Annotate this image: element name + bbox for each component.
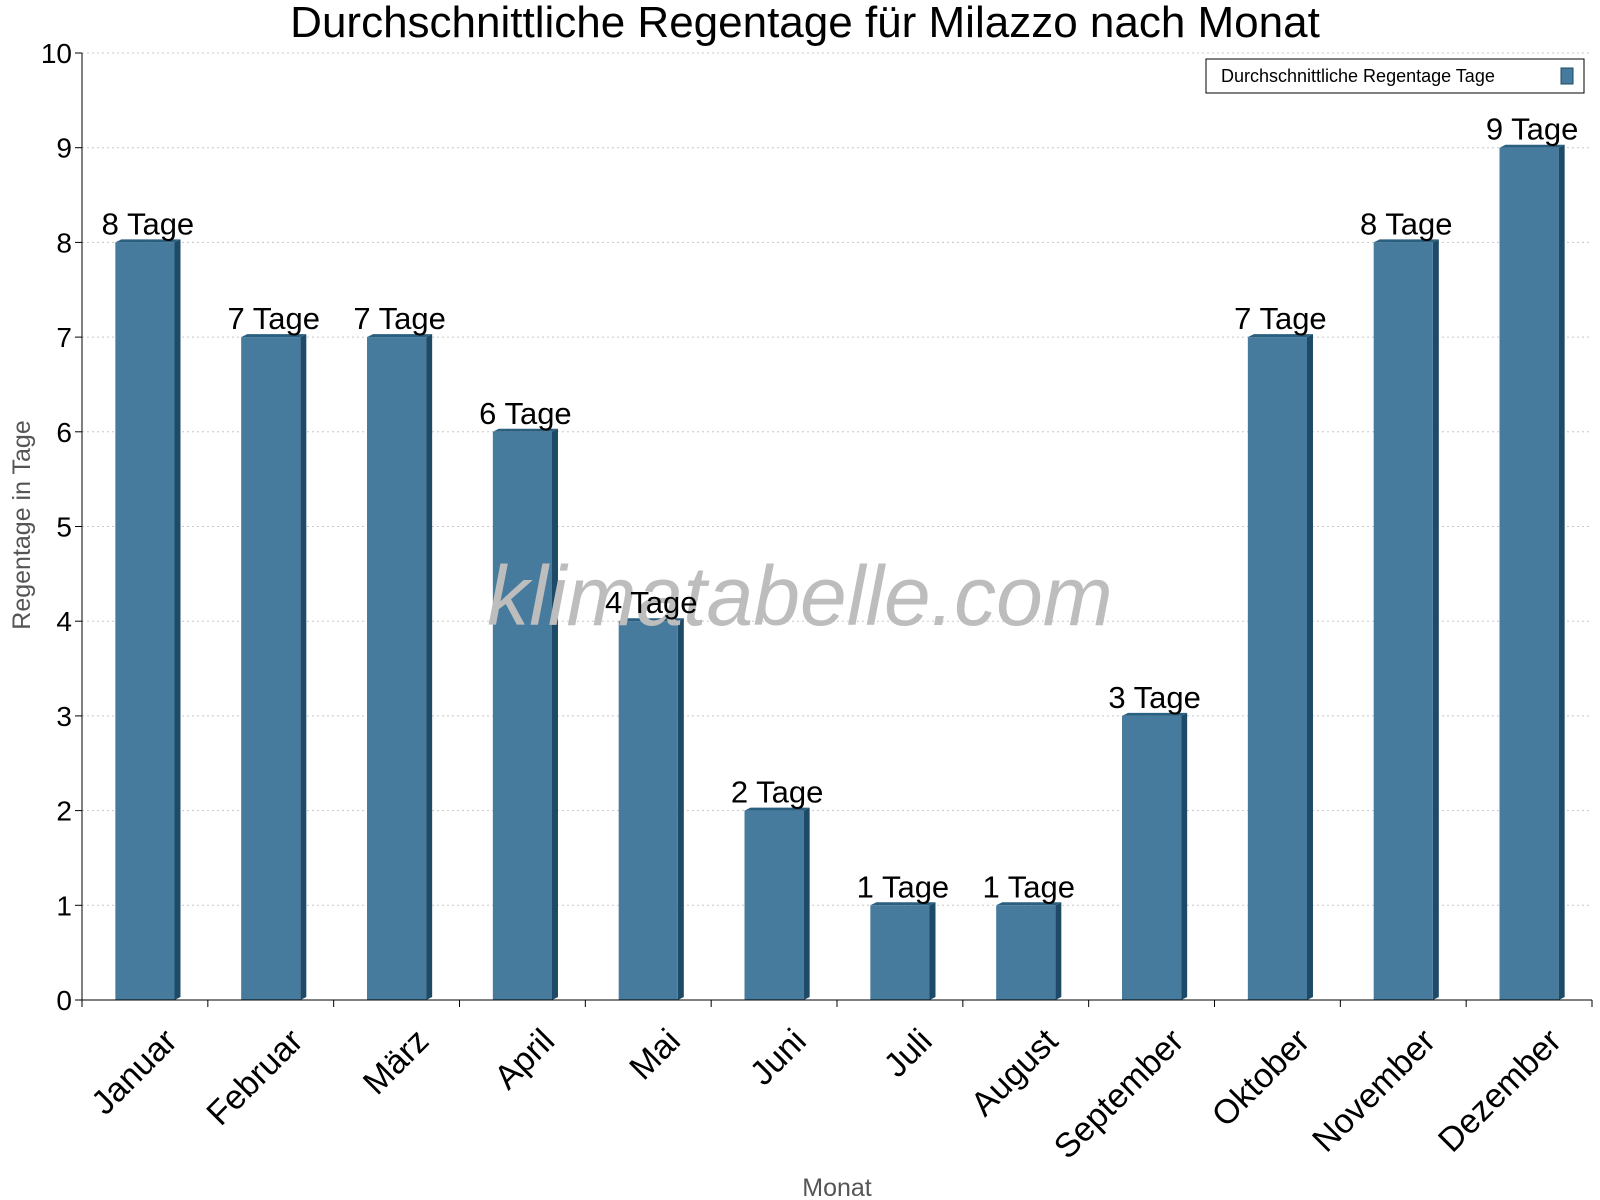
y-tick-label: 7 — [56, 322, 72, 353]
watermark: klimatabelle.com — [487, 549, 1113, 643]
y-tick-label: 3 — [56, 701, 72, 732]
bar-value-label: 7 Tage — [1234, 301, 1327, 336]
y-tick-label: 9 — [56, 133, 72, 164]
x-tick-label: August — [964, 1021, 1066, 1123]
legend-box — [1205, 58, 1585, 94]
x-tick-label: September — [1047, 1022, 1191, 1166]
y-tick-label: 8 — [56, 227, 72, 258]
bar — [492, 431, 552, 1000]
bar — [1373, 242, 1433, 1000]
data-labels: 8 Tage 7 Tage 7 Tage 6 Tage 4 Tage 2 Tage 1 Ta… — [102, 112, 1579, 905]
x-tick-label: Mai — [622, 1022, 688, 1088]
y-tick-label: 4 — [56, 606, 72, 637]
bar-side — [1306, 334, 1313, 1001]
x-tick-label: Juli — [877, 1022, 940, 1085]
bar-value-label: 6 Tage — [479, 396, 572, 431]
y-tick-label: 1 — [56, 890, 72, 921]
bar — [870, 905, 930, 1000]
bar-side — [1181, 712, 1188, 1000]
y-tick-label: 5 — [56, 512, 72, 543]
bar-value-label: 2 Tage — [731, 775, 824, 810]
bar-top — [492, 428, 558, 432]
gridlines — [82, 52, 1592, 906]
bar-side — [426, 334, 433, 1001]
x-tick-label: Dezember — [1431, 1022, 1569, 1160]
y-axis-title: Regentage in Tage — [8, 420, 36, 629]
bar — [1122, 715, 1182, 1000]
bar — [996, 905, 1056, 1000]
bar-value-label: 8 Tage — [102, 206, 195, 241]
bar — [367, 337, 427, 1001]
bar-top — [1247, 334, 1313, 338]
x-tick-label: März — [356, 1022, 436, 1102]
x-tick-label: Oktober — [1205, 1022, 1317, 1134]
bar-top — [1499, 144, 1565, 148]
bar — [618, 621, 678, 1000]
x-axis-title: Monat — [802, 1174, 872, 1200]
y-tick-label: 6 — [56, 417, 72, 448]
bar — [744, 810, 804, 1000]
bar-value-label: 8 Tage — [1360, 206, 1453, 241]
bar-top — [241, 334, 307, 338]
bar-value-label: 1 Tage — [857, 869, 950, 904]
y-tick-label: 0 — [56, 985, 72, 1016]
x-tick-label: April — [487, 1022, 562, 1097]
bar-side — [1055, 902, 1062, 1000]
bar-top — [1122, 712, 1188, 716]
legend: Durchschnittliche Regentage Tage — [1205, 58, 1585, 94]
bar-side — [174, 239, 181, 1000]
bar-value-label: 1 Tage — [982, 869, 1075, 904]
bar-value-label: 3 Tage — [1108, 680, 1201, 715]
bar-side — [677, 618, 684, 1000]
bar-side — [300, 334, 307, 1001]
x-tick-label: Januar — [84, 1022, 184, 1122]
bar-top — [870, 902, 936, 906]
chart-title: Durchschnittliche Regentage für Milazzo … — [290, 0, 1320, 47]
bar-side — [1432, 239, 1439, 1000]
y-tick-label: 10 — [41, 38, 72, 69]
bar-side — [551, 428, 558, 1000]
bar — [1247, 337, 1307, 1001]
y-tick-label: 2 — [56, 796, 72, 827]
bars — [115, 144, 1565, 1001]
bar — [1499, 147, 1559, 1000]
bar — [241, 337, 301, 1001]
legend-label: Durchschnittliche Regentage Tage — [1221, 66, 1495, 86]
bar-side — [929, 902, 936, 1000]
bar-side — [1558, 144, 1565, 1000]
x-tick-label: Februar — [199, 1022, 310, 1133]
bar-top — [115, 239, 181, 243]
bar-top — [744, 807, 810, 811]
legend-swatch — [1560, 67, 1574, 85]
bar-value-label: 9 Tage — [1486, 112, 1579, 147]
bar-value-label: 7 Tage — [353, 301, 446, 336]
bar-top — [996, 902, 1062, 906]
bar-value-label: 4 Tage — [605, 585, 698, 620]
bar-top — [618, 618, 684, 622]
bar-top — [367, 334, 433, 338]
bar-top — [1373, 239, 1439, 243]
x-tick-label: Juni — [743, 1022, 814, 1093]
x-tick-label: November — [1305, 1022, 1443, 1160]
bar-value-label: 7 Tage — [227, 301, 320, 336]
bar — [115, 242, 175, 1000]
bar-side — [803, 807, 810, 1000]
